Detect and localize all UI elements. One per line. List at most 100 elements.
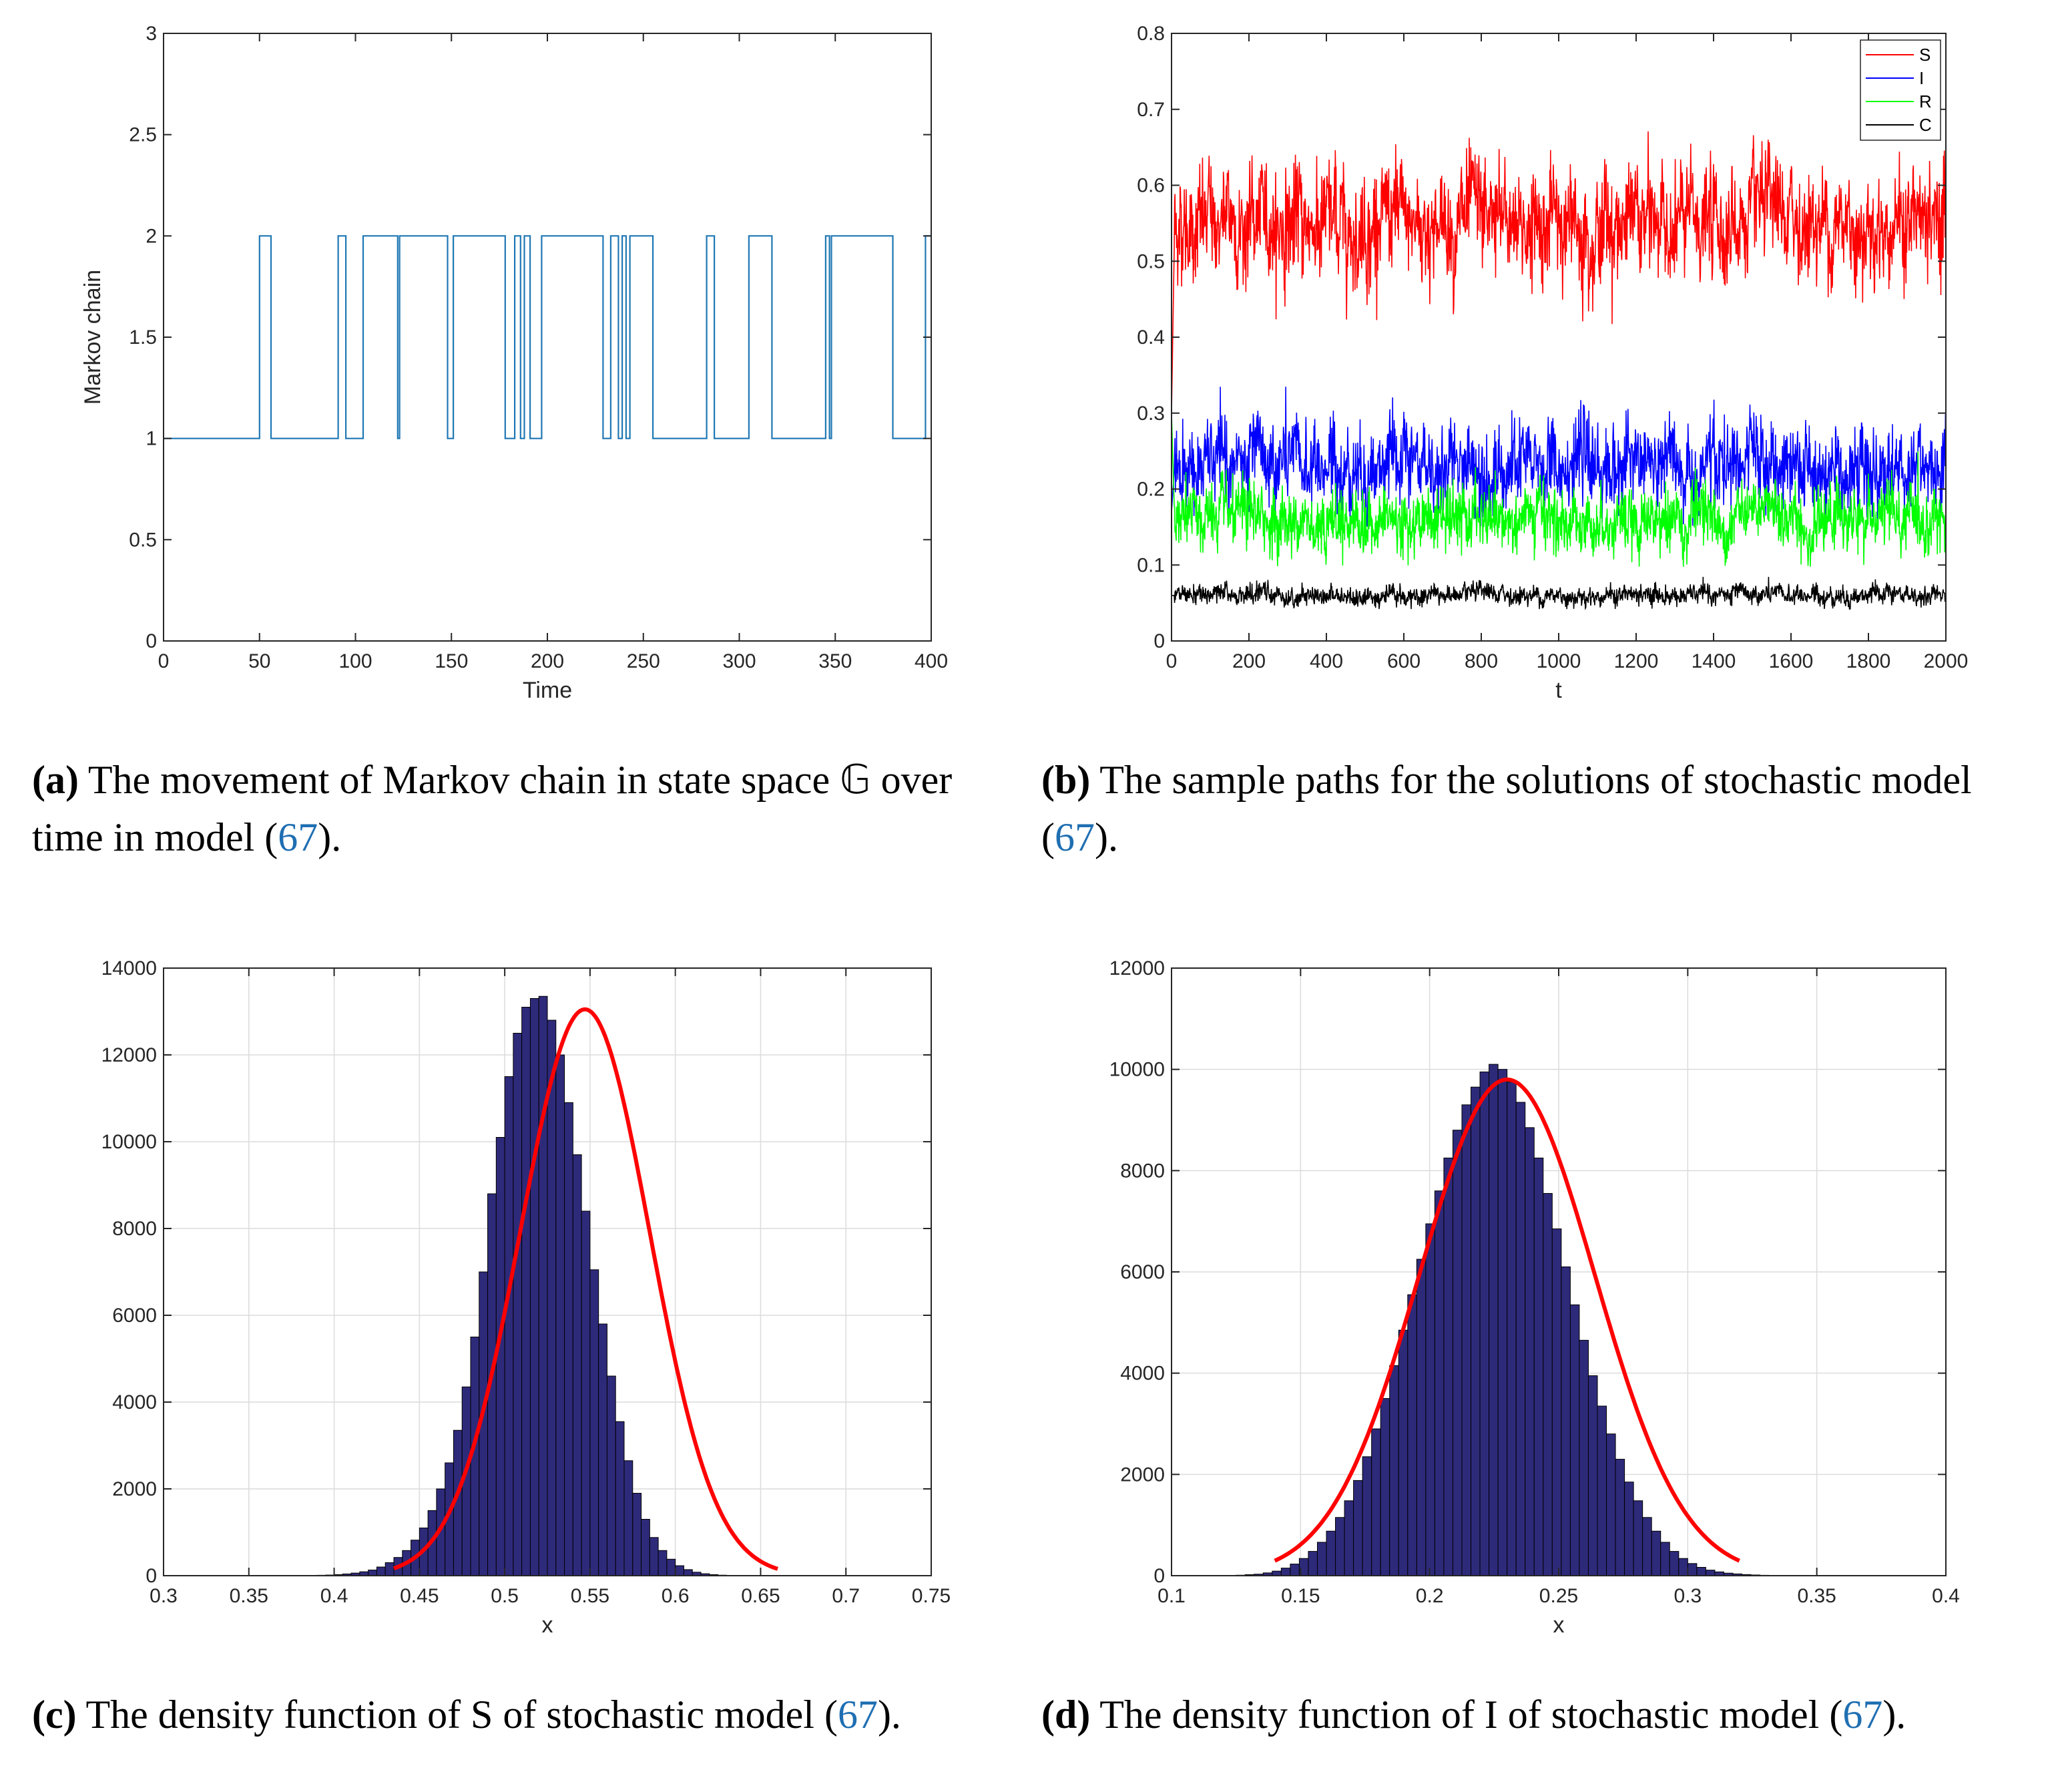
histogram-bar: [1633, 1500, 1643, 1576]
x-tick-label: 350: [818, 650, 852, 672]
plot-frame: [163, 967, 932, 1576]
histogram-bar: [1335, 1517, 1345, 1576]
y-tick-label: 2.5: [129, 124, 157, 146]
histogram-bar: [1696, 1566, 1706, 1576]
histogram-bar: [1660, 1542, 1670, 1576]
histogram-bar: [564, 1102, 573, 1576]
legend-label-i: I: [1919, 68, 1924, 88]
y-tick-label: 6000: [112, 1305, 157, 1327]
y-tick-label: 12000: [101, 1044, 157, 1066]
x-tick-label: 150: [435, 650, 468, 672]
y-tick-label: 0: [1154, 630, 1165, 652]
normal-fit-curve: [1274, 1077, 1740, 1563]
histogram-bar: [1507, 1082, 1517, 1576]
x-tick-label: 400: [1310, 650, 1343, 672]
histogram-bar: [632, 1493, 642, 1576]
chart-panel-d: 0.1 0.15 0.2 0.25 0.3 0.35 0.4 0 2000 4000 6000 800…: [1028, 935, 2050, 1669]
caption-b-label: (b): [1041, 758, 1091, 802]
histogram-bar: [1587, 1375, 1598, 1576]
chart-panel-c: 0.3 0.35 0.4 0.45 0.5 0.55 0.6 0.65 0.7 0.75 0 2000…: [0, 935, 1028, 1669]
histogram-bar: [547, 1020, 557, 1576]
caption-c-ref-link[interactable]: 67: [837, 1693, 878, 1737]
chart-panel-a: 0 50 100 150 200 250 300 350 400 0 0.5 1 1.5 2 2.5 3 Tim…: [0, 0, 1028, 721]
normal-fit-curve: [393, 1007, 778, 1571]
x-tick-label: 0.1: [1158, 1585, 1186, 1607]
x-tick-label: 1800: [1846, 650, 1891, 672]
density-i-chart: 0.1 0.15 0.2 0.25 0.3 0.35 0.4 0 2000 4000 6000 800…: [1109, 957, 1960, 1638]
caption-c: (c) The density function of S of stochas…: [32, 1686, 1030, 1743]
caption-d-ref-link[interactable]: 67: [1842, 1693, 1883, 1737]
markov-chain-series: [164, 235, 931, 439]
histogram-bar: [385, 1562, 395, 1576]
x-axis-label: Time: [523, 678, 572, 703]
y-tick-label: 8000: [1120, 1160, 1165, 1182]
sample-paths-chart: 0 200 400 600 800 1000 1200 1400 1600 1800 2000 0 0.…: [1137, 23, 1968, 703]
histogram-bar: [1615, 1459, 1625, 1576]
series-r-line: [1171, 413, 1947, 568]
x-tick-label: 0.2: [1416, 1585, 1444, 1607]
y-axis-label: Markov chain: [80, 270, 105, 405]
x-tick-label: 0.6: [662, 1585, 690, 1607]
series-i-line: [1171, 387, 1947, 527]
histogram-bar: [1371, 1428, 1381, 1576]
x-tick-label: 0: [1166, 650, 1178, 672]
histogram-bar: [1497, 1069, 1508, 1576]
histogram-bar: [376, 1566, 386, 1576]
y-tick-label: 0.4: [1137, 326, 1165, 349]
caption-a-label: (a): [32, 758, 79, 802]
x-tick-label: 800: [1465, 650, 1498, 672]
y-tick-label: 0: [146, 630, 157, 652]
histogram-bar: [623, 1460, 633, 1576]
caption-b-text: The sample paths for the solutions of st…: [1041, 758, 1972, 859]
y-tick-label: 3: [146, 23, 157, 45]
caption-a-tail: ).: [318, 815, 342, 859]
x-tick-label: 1200: [1614, 650, 1659, 672]
histogram-bar: [1597, 1405, 1607, 1576]
x-axis-label: x: [542, 1612, 553, 1638]
x-tick-label: 0.55: [571, 1585, 609, 1607]
caption-c-label: (c): [32, 1693, 77, 1737]
histogram-bar: [1479, 1071, 1490, 1576]
histogram-bar: [589, 1269, 599, 1576]
y-tick-label: 4000: [1120, 1363, 1165, 1385]
y-tick-label: 0.5: [129, 529, 157, 551]
caption-d-tail: ).: [1882, 1693, 1906, 1737]
legend-label-r: R: [1919, 91, 1932, 111]
histogram-bar: [555, 1054, 565, 1576]
histogram-bar: [521, 1007, 531, 1576]
y-tick-label: 2000: [1120, 1464, 1165, 1486]
x-tick-label: 0.15: [1281, 1585, 1320, 1607]
y-tick-label: 2000: [112, 1478, 157, 1500]
x-tick-label: 0.3: [150, 1585, 178, 1607]
y-tick-label: 4000: [112, 1391, 157, 1413]
histogram-bar: [1569, 1304, 1580, 1576]
histogram-bar: [1344, 1500, 1354, 1576]
caption-a-ref-link[interactable]: 67: [278, 815, 318, 859]
series-s-line: [1171, 131, 1947, 413]
histogram-bar: [368, 1570, 377, 1576]
histogram-bar: [615, 1421, 625, 1576]
histogram-bar: [1543, 1192, 1553, 1576]
histogram-bar: [504, 1076, 514, 1576]
caption-c-tail: ).: [877, 1693, 901, 1737]
x-tick-label: 0.5: [491, 1585, 519, 1607]
histogram-bar: [572, 1154, 582, 1576]
y-tick-label: 0.7: [1137, 99, 1165, 121]
y-tick-label: 8000: [112, 1218, 157, 1240]
x-tick-label: 0: [158, 650, 170, 672]
y-tick-label: 10000: [101, 1131, 157, 1153]
y-tick-label: 0.5: [1137, 250, 1165, 272]
histogram-bar: [1525, 1127, 1535, 1576]
x-tick-label: 300: [722, 650, 756, 672]
histogram-bar: [666, 1558, 676, 1576]
caption-b-ref-link[interactable]: 67: [1054, 815, 1095, 859]
y-tick-label: 10000: [1109, 1059, 1165, 1081]
x-tick-label: 400: [915, 650, 948, 672]
x-tick-label: 200: [1232, 650, 1266, 672]
x-tick-label: 600: [1387, 650, 1421, 672]
histogram-bar: [581, 1210, 591, 1576]
histogram-bar: [1471, 1086, 1481, 1576]
x-axis-label: t: [1555, 678, 1562, 703]
y-tick-label: 0.8: [1137, 23, 1165, 45]
x-tick-label: 0.45: [400, 1585, 439, 1607]
